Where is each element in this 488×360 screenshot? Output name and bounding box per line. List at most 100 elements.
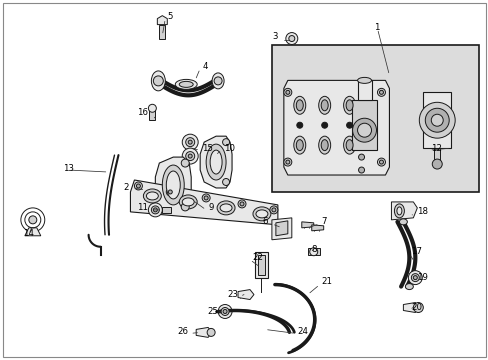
Polygon shape — [25, 228, 41, 236]
Circle shape — [283, 158, 291, 166]
Circle shape — [153, 76, 163, 86]
Ellipse shape — [182, 198, 194, 206]
Ellipse shape — [346, 100, 352, 111]
Circle shape — [407, 271, 422, 285]
Text: 5: 5 — [167, 12, 172, 21]
Polygon shape — [390, 202, 416, 220]
Circle shape — [352, 118, 376, 142]
Circle shape — [283, 88, 291, 96]
Ellipse shape — [293, 96, 305, 114]
Polygon shape — [258, 255, 264, 275]
Circle shape — [168, 190, 172, 194]
Ellipse shape — [151, 71, 165, 91]
Text: 13: 13 — [62, 163, 74, 172]
Text: 14: 14 — [23, 229, 34, 238]
Ellipse shape — [206, 144, 225, 180]
Circle shape — [296, 122, 302, 128]
Circle shape — [181, 159, 189, 167]
Text: 24: 24 — [297, 327, 308, 336]
Circle shape — [419, 102, 454, 138]
Circle shape — [207, 328, 215, 336]
Text: 22: 22 — [251, 253, 263, 262]
Polygon shape — [357, 80, 371, 100]
Ellipse shape — [146, 192, 158, 200]
Text: 7: 7 — [321, 217, 326, 226]
Ellipse shape — [212, 73, 224, 89]
Circle shape — [202, 194, 210, 202]
Text: 11: 11 — [137, 203, 148, 212]
Polygon shape — [200, 136, 232, 188]
Polygon shape — [301, 222, 313, 228]
Polygon shape — [238, 289, 253, 300]
Circle shape — [222, 139, 229, 146]
Text: 2: 2 — [122, 184, 128, 193]
Circle shape — [148, 104, 156, 112]
Bar — [271, 45, 478, 192]
Circle shape — [222, 179, 229, 185]
Text: 16: 16 — [137, 108, 148, 117]
Text: 10: 10 — [224, 144, 235, 153]
Ellipse shape — [217, 201, 235, 215]
Polygon shape — [275, 221, 287, 236]
Polygon shape — [159, 24, 165, 39]
Ellipse shape — [179, 195, 197, 209]
Circle shape — [188, 154, 192, 158]
Ellipse shape — [318, 96, 330, 114]
Circle shape — [203, 196, 208, 200]
Ellipse shape — [318, 136, 330, 154]
Ellipse shape — [357, 77, 371, 84]
Polygon shape — [254, 252, 267, 278]
Text: 15: 15 — [202, 144, 213, 153]
Circle shape — [288, 36, 294, 41]
Text: 18: 18 — [416, 207, 427, 216]
Text: 26: 26 — [177, 327, 188, 336]
Circle shape — [269, 206, 277, 214]
Text: 9: 9 — [208, 203, 213, 212]
Circle shape — [357, 123, 371, 137]
Text: 19: 19 — [416, 273, 427, 282]
Circle shape — [379, 160, 383, 164]
Text: 20: 20 — [410, 303, 422, 312]
Polygon shape — [403, 302, 419, 312]
Polygon shape — [307, 248, 319, 255]
Ellipse shape — [220, 204, 232, 212]
Circle shape — [412, 276, 416, 280]
Circle shape — [166, 188, 174, 196]
Polygon shape — [157, 15, 167, 24]
Polygon shape — [149, 110, 155, 120]
Text: 21: 21 — [321, 277, 332, 286]
Ellipse shape — [405, 284, 412, 289]
Ellipse shape — [296, 140, 303, 150]
Ellipse shape — [166, 171, 180, 199]
Circle shape — [136, 184, 140, 188]
Circle shape — [358, 167, 364, 173]
Text: 1: 1 — [374, 23, 379, 32]
Ellipse shape — [296, 100, 303, 111]
Ellipse shape — [399, 219, 407, 225]
Circle shape — [358, 154, 364, 160]
Circle shape — [214, 77, 222, 85]
Circle shape — [181, 203, 189, 211]
Text: 8: 8 — [311, 245, 317, 254]
Ellipse shape — [321, 100, 327, 111]
Text: 12: 12 — [430, 144, 441, 153]
Circle shape — [185, 152, 194, 161]
Polygon shape — [155, 157, 191, 213]
Polygon shape — [423, 92, 450, 148]
Polygon shape — [130, 180, 277, 225]
Circle shape — [188, 140, 192, 144]
Ellipse shape — [394, 204, 404, 218]
Circle shape — [218, 305, 232, 319]
Polygon shape — [433, 148, 439, 164]
Ellipse shape — [143, 189, 161, 203]
Circle shape — [151, 206, 159, 214]
Circle shape — [153, 208, 157, 212]
Polygon shape — [351, 100, 377, 150]
Circle shape — [377, 88, 385, 96]
Text: 3: 3 — [272, 32, 277, 41]
Circle shape — [425, 108, 448, 132]
Ellipse shape — [252, 207, 270, 221]
Circle shape — [377, 158, 385, 166]
Polygon shape — [196, 328, 212, 337]
Circle shape — [182, 134, 198, 150]
